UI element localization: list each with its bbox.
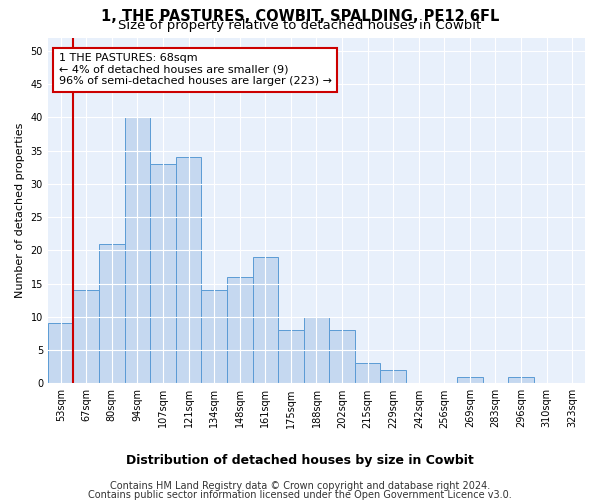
Y-axis label: Number of detached properties: Number of detached properties: [15, 122, 25, 298]
Bar: [202, 290, 227, 384]
Bar: [508, 376, 534, 384]
Bar: [278, 330, 304, 384]
Bar: [329, 330, 355, 384]
Bar: [380, 370, 406, 384]
Bar: [304, 317, 329, 384]
Bar: [99, 244, 125, 384]
Text: 1, THE PASTURES, COWBIT, SPALDING, PE12 6FL: 1, THE PASTURES, COWBIT, SPALDING, PE12 …: [101, 9, 499, 24]
Bar: [457, 376, 482, 384]
Bar: [73, 290, 99, 384]
Bar: [125, 118, 150, 384]
Text: 1 THE PASTURES: 68sqm
← 4% of detached houses are smaller (9)
96% of semi-detach: 1 THE PASTURES: 68sqm ← 4% of detached h…: [59, 53, 332, 86]
Bar: [150, 164, 176, 384]
Bar: [227, 277, 253, 384]
Bar: [253, 257, 278, 384]
Bar: [355, 364, 380, 384]
Text: Contains public sector information licensed under the Open Government Licence v3: Contains public sector information licen…: [88, 490, 512, 500]
Bar: [176, 157, 202, 384]
Bar: [48, 324, 73, 384]
Text: Contains HM Land Registry data © Crown copyright and database right 2024.: Contains HM Land Registry data © Crown c…: [110, 481, 490, 491]
Text: Distribution of detached houses by size in Cowbit: Distribution of detached houses by size …: [126, 454, 474, 467]
Text: Size of property relative to detached houses in Cowbit: Size of property relative to detached ho…: [118, 19, 482, 32]
